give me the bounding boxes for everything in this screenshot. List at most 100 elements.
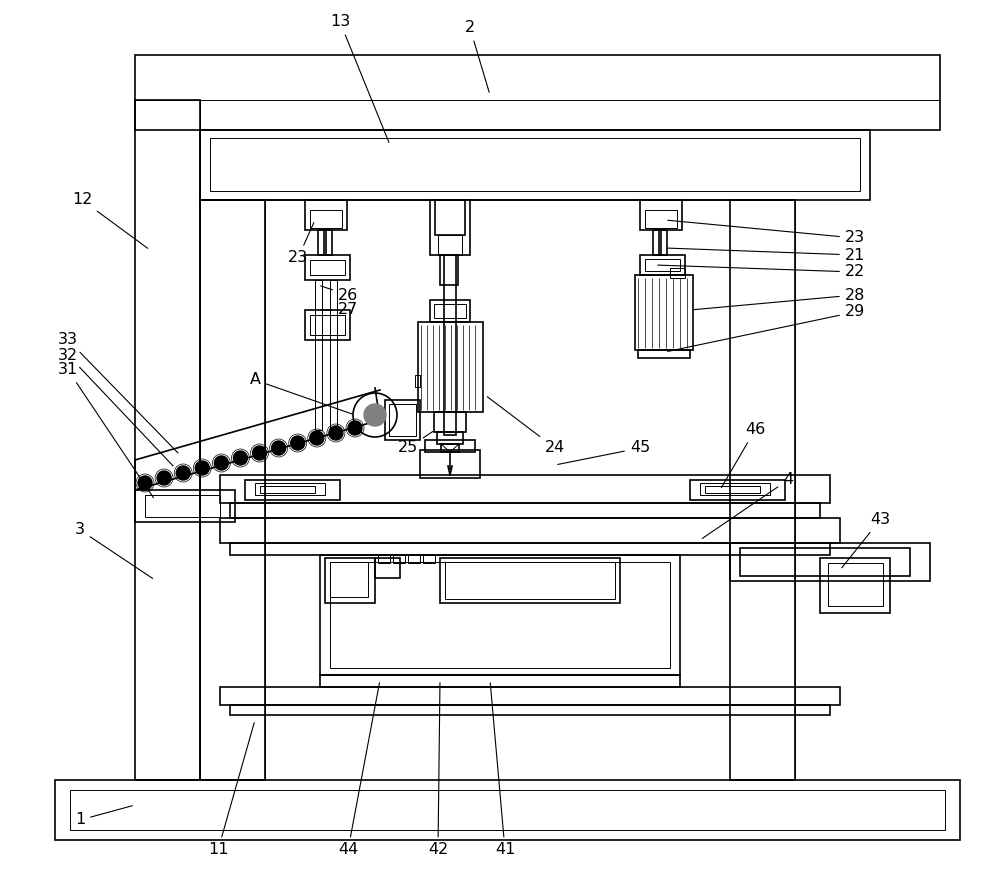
Bar <box>435 200 465 235</box>
Circle shape <box>329 426 343 440</box>
Text: 33: 33 <box>58 333 178 453</box>
Circle shape <box>157 471 171 485</box>
Bar <box>320 675 680 687</box>
Bar <box>437 432 463 444</box>
Bar <box>330 562 670 668</box>
Bar <box>135 100 200 780</box>
Text: 42: 42 <box>428 683 448 857</box>
Bar <box>210 138 860 191</box>
Bar <box>375 558 400 578</box>
Text: 23: 23 <box>288 223 314 266</box>
Bar <box>393 555 405 563</box>
Bar <box>645 259 680 271</box>
Circle shape <box>272 441 286 455</box>
Bar <box>415 375 420 387</box>
Bar <box>740 548 910 576</box>
Circle shape <box>138 476 152 490</box>
Bar <box>690 480 785 500</box>
Bar <box>828 563 883 606</box>
Text: A: A <box>250 373 352 414</box>
Circle shape <box>214 456 228 470</box>
Text: 43: 43 <box>842 512 890 568</box>
Bar <box>245 480 340 500</box>
Text: 3: 3 <box>75 523 153 578</box>
Text: 23: 23 <box>668 220 865 245</box>
Bar <box>325 558 375 603</box>
Bar <box>730 543 930 581</box>
Bar <box>230 705 830 715</box>
Bar <box>659 230 667 255</box>
Bar <box>408 555 420 563</box>
Bar <box>220 687 840 705</box>
Bar <box>441 444 459 452</box>
Text: 29: 29 <box>668 305 865 351</box>
Bar <box>820 558 890 613</box>
Circle shape <box>233 451 247 465</box>
Bar <box>230 543 830 555</box>
Bar <box>260 486 315 493</box>
Circle shape <box>310 431 324 445</box>
Bar <box>420 450 480 478</box>
Bar <box>645 210 677 228</box>
Circle shape <box>291 436 305 450</box>
Text: 28: 28 <box>693 288 865 310</box>
Bar <box>324 230 332 255</box>
Text: 11: 11 <box>208 722 254 857</box>
Bar <box>385 400 420 440</box>
Bar <box>440 558 620 603</box>
Text: 26: 26 <box>321 286 358 303</box>
Bar <box>55 780 960 840</box>
Bar <box>310 210 342 228</box>
Circle shape <box>364 404 386 426</box>
Text: 12: 12 <box>72 192 148 248</box>
Text: 27: 27 <box>321 303 358 318</box>
Circle shape <box>195 461 209 475</box>
Bar <box>418 322 483 412</box>
Bar <box>135 490 235 522</box>
Circle shape <box>253 446 267 460</box>
Bar <box>438 235 462 255</box>
Bar <box>440 255 458 285</box>
Bar <box>434 412 466 432</box>
Text: 25: 25 <box>398 432 433 456</box>
Bar <box>220 518 840 543</box>
Bar <box>638 350 690 358</box>
Bar <box>670 268 685 278</box>
Bar <box>434 304 466 318</box>
Bar <box>230 503 820 518</box>
Bar <box>444 255 456 435</box>
Bar <box>330 562 368 597</box>
Bar <box>445 562 615 599</box>
Bar <box>310 260 345 275</box>
Text: 31: 31 <box>58 363 153 498</box>
Bar <box>310 315 345 335</box>
Bar <box>200 200 265 780</box>
Text: 45: 45 <box>558 441 650 464</box>
Text: 2: 2 <box>465 20 489 93</box>
Text: 44: 44 <box>338 683 379 857</box>
Bar <box>145 495 220 517</box>
Bar <box>700 483 770 495</box>
Bar <box>640 255 685 275</box>
Text: 13: 13 <box>330 14 389 142</box>
Bar <box>318 230 326 255</box>
Bar <box>70 790 945 830</box>
Circle shape <box>176 466 190 480</box>
Bar <box>640 200 682 230</box>
Bar <box>330 280 337 430</box>
Text: 24: 24 <box>487 396 565 456</box>
Bar <box>423 555 435 563</box>
Bar <box>305 310 350 340</box>
Bar <box>305 255 350 280</box>
Text: 4: 4 <box>702 472 793 539</box>
Bar <box>305 200 347 230</box>
Text: 32: 32 <box>58 348 173 466</box>
Bar <box>389 404 416 436</box>
Bar <box>255 483 325 495</box>
Bar <box>425 440 475 452</box>
Text: 46: 46 <box>721 422 765 487</box>
Bar <box>635 275 693 350</box>
Bar <box>430 200 470 255</box>
Text: 41: 41 <box>490 683 515 857</box>
Bar <box>135 55 940 130</box>
